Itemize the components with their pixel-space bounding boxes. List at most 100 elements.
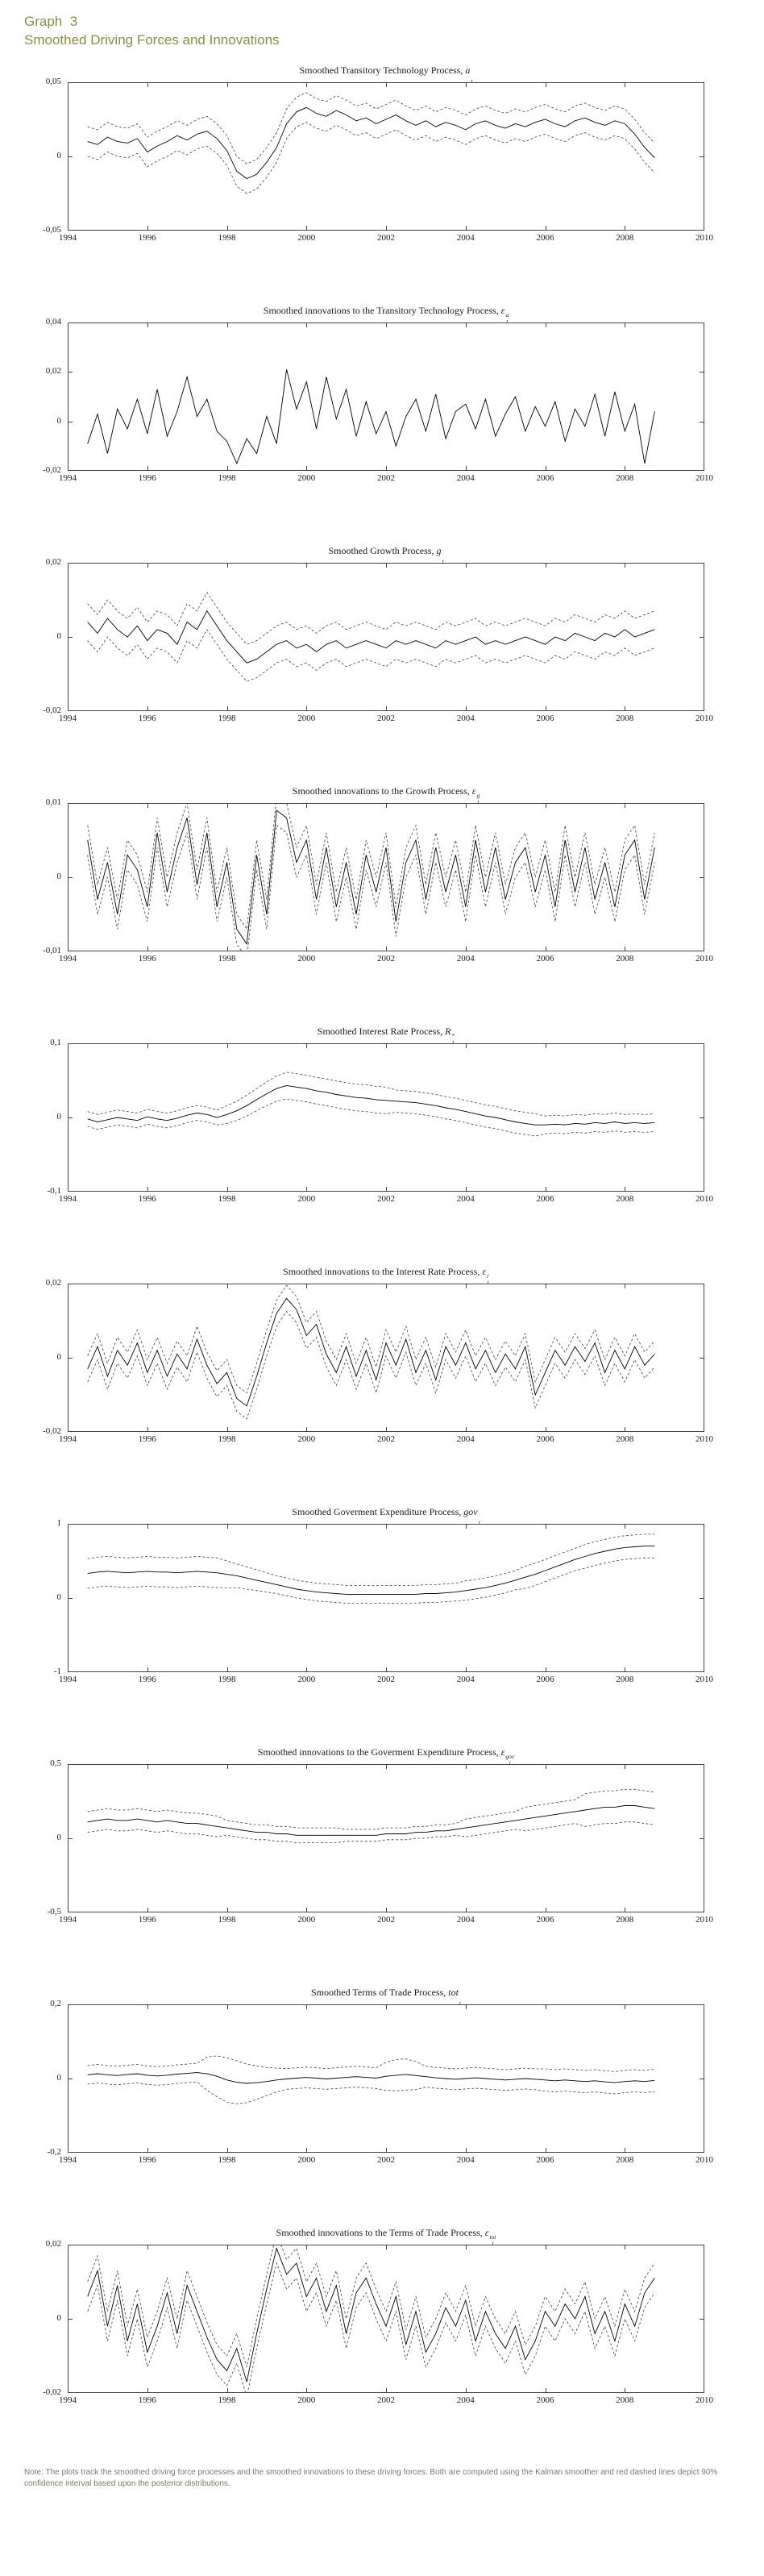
x-tick-label: 2010 [695,953,713,963]
x-tick-label: 1994 [59,1674,77,1684]
x-tick-label: 2002 [377,2395,395,2405]
x-tick-label: 2002 [377,1193,395,1204]
x-tick-label: 2006 [536,713,554,723]
confidence-lower-line [87,628,655,682]
chart-transitory-technology: Smoothed Transitory Technology Process, … [24,65,740,245]
chart-terms-of-trade-innovations: Smoothed innovations to the Terms of Tra… [24,2227,740,2407]
smoothed-line [87,2246,655,2382]
x-tick-label: 2008 [616,1914,634,1925]
x-tick-label: 2008 [616,472,634,483]
confidence-lower-line [87,1310,655,1420]
x-tick-label: 2002 [377,1914,395,1925]
x-tick-label: 2004 [456,2395,475,2405]
figure-header: Graph 3 Smoothed Driving Forces and Inno… [24,13,740,50]
x-tick-label: 2004 [456,2154,475,2165]
y-tick-label: 0,02 [45,2238,61,2249]
x-tick-label: 1998 [218,953,236,963]
plot-area: 0,1 0 -0,1 1994 1996 1998 2000 2002 2004 2006 2008… [24,1038,740,1206]
x-tick-label: 2002 [377,1434,395,1444]
confidence-lower-line [87,1821,655,1843]
x-tick-label: 2010 [695,2395,713,2405]
x-tick-label: 1994 [59,2395,77,2405]
chart-growth: Smoothed Growth Process, g t 0,02 0 -0,02 19… [24,545,740,726]
growth-plot [68,562,704,711]
x-tick-label: 2008 [616,1434,634,1444]
plot-area: 0,04 0,02 0 -0,02 1994 1996 1998 2000 2002 2004 20… [24,317,740,485]
confidence-upper-line [87,1072,655,1117]
graph-number-label: Graph 3 [24,14,78,29]
confidence-lower-line [87,824,655,951]
chart-title: Smoothed innovations to the Transitory T… [68,304,704,324]
chart-symbol-scripts: t [478,1518,480,1526]
plot-frame [68,1523,704,1672]
chart-interest-rate-innovations: Smoothed innovations to the Interest Rat… [24,1266,740,1446]
x-tick-label: 1994 [59,2154,77,2165]
x-tick-label: 2010 [695,713,713,723]
x-tick-label: 1996 [138,713,156,723]
x-tick-label: 2004 [456,472,475,483]
figure-title: Smoothed Driving Forces and Innovations [24,31,280,48]
y-tick-label: 0,2 [50,1998,61,2008]
x-tick-label: 2000 [297,1434,316,1444]
plot-frame [68,562,704,711]
x-tick-label: 1996 [138,1193,156,1204]
y-tick-label: -0,02 [43,464,61,475]
x-tick-label: 2002 [377,2154,395,2165]
x-tick-label: 2006 [536,953,554,963]
confidence-lower-line [87,2081,655,2104]
x-tick-label: 1994 [59,1434,77,1444]
chart-title-text: Smoothed innovations to the Transitory T… [263,304,501,316]
terms-of-trade-plot [68,2004,704,2153]
y-tick-label: -1 [53,1666,61,1676]
chart-government-expenditure: Smoothed Goverment Expenditure Process, … [24,1506,740,1687]
chart-title: Smoothed innovations to the Terms of Tra… [68,2227,704,2246]
transitory-technology-plot [68,81,704,231]
x-tick-label: 2002 [377,713,395,723]
chart-symbol: ε [471,784,476,797]
confidence-upper-line [87,2055,655,2072]
chart-symbol-scripts: t [471,77,473,85]
x-tick-label: 1994 [59,232,77,243]
y-tick-label: 0 [56,150,62,160]
chart-title-text: Smoothed Interest Rate Process, [317,1025,446,1037]
y-tick-label: 0 [56,630,62,641]
smoothed-line [87,809,655,945]
y-tick-label: 0,02 [45,1277,61,1288]
x-tick-label: 2010 [695,232,713,243]
x-tick-label: 1994 [59,1914,77,1925]
y-tick-label: -0,02 [43,705,61,715]
smoothed-line [87,610,655,664]
x-tick-label: 1998 [218,1434,236,1444]
x-tick-label: 2000 [297,472,316,483]
x-tick-label: 1998 [218,713,236,723]
confidence-lower-line [87,2262,655,2393]
plot-area: 0,05 0 -0,05 1994 1996 1998 2000 2002 2004 2006 20… [24,77,740,245]
y-tick-label: 0,02 [45,366,61,377]
x-tick-label: 2008 [616,953,634,963]
chart-symbol: R [445,1025,451,1037]
x-tick-label: 1996 [138,953,156,963]
chart-title-text: Smoothed innovations to the Goverment Ex… [257,1746,501,1758]
x-tick-label: 2002 [377,472,395,483]
x-tick-label: 2000 [297,1914,316,1925]
x-tick-label: 2000 [297,1674,316,1684]
x-tick-label: 2000 [297,953,316,963]
x-tick-label: 1998 [218,1193,236,1204]
figure-page: Graph 3 Smoothed Driving Forces and Inno… [24,13,740,2488]
plot-frame [68,2004,704,2153]
chart-symbol: a [465,64,471,76]
x-tick-label: 2010 [695,1674,713,1684]
y-tick-label: -0,1 [47,1185,61,1196]
plot-area: 0,02 0 -0,02 1994 1996 1998 2000 2002 2004 2006 20… [24,557,740,726]
smoothed-line [87,1297,655,1407]
plot-area: 0,5 0 -0,5 1994 1996 1998 2000 2002 2004 2006 2008… [24,1758,740,1927]
x-tick-label: 2008 [616,713,634,723]
chart-symbol: ε [482,1265,487,1277]
x-tick-label: 1994 [59,472,77,483]
x-tick-label: 2004 [456,1434,475,1444]
x-tick-label: 2002 [377,953,395,963]
chart-title: Smoothed innovations to the Growth Proce… [68,784,704,805]
y-tick-label: -0,01 [43,945,61,955]
plot-area: 1 0 -1 1994 1996 1998 2000 2002 2004 2006 2008 2010 [24,1518,740,1687]
